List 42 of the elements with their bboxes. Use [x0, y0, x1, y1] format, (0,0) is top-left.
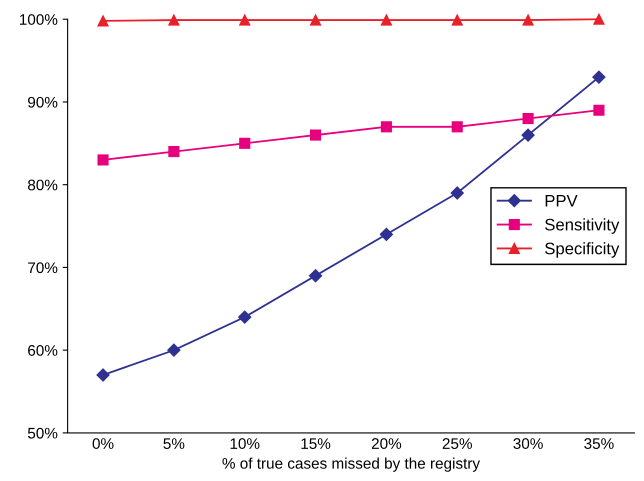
point: [380, 228, 393, 241]
point: [380, 14, 392, 26]
point: [592, 70, 606, 84]
y-tick-label: 50%: [28, 428, 58, 439]
point: [593, 14, 604, 25]
x-tick-label: 35%: [584, 438, 614, 449]
point: [452, 14, 463, 26]
x-tick-label: 20%: [372, 438, 402, 449]
point: [167, 344, 180, 357]
x-axis-title: % of true cases missed by the registry: [222, 458, 480, 472]
y-tick-label: 70%: [28, 262, 58, 274]
point: [168, 146, 180, 158]
point: [97, 15, 109, 26]
point: [96, 368, 110, 382]
y-tick-label: 90%: [28, 96, 58, 108]
x-tick-label: 0%: [92, 438, 114, 449]
point: [522, 14, 534, 26]
x-tick-label: 15%: [301, 438, 330, 449]
legend-label: Specificity: [545, 242, 620, 258]
x-tick-label: 25%: [442, 438, 472, 449]
y-tick-label: 80%: [28, 180, 58, 190]
point: [308, 269, 322, 282]
y-tick-label: 60%: [28, 345, 58, 356]
point: [168, 14, 180, 26]
point: [521, 128, 535, 142]
x-tick-label: 10%: [230, 438, 260, 449]
point: [593, 104, 604, 116]
legend-label: Sensitivity: [545, 218, 620, 234]
x-tick-label: 30%: [513, 438, 543, 449]
point: [452, 121, 463, 132]
y-tick-label: 100%: [20, 14, 58, 25]
point: [310, 130, 322, 141]
point: [522, 112, 534, 124]
legend-label: PPV: [546, 195, 578, 207]
point: [239, 14, 250, 26]
point: [238, 310, 252, 324]
point: [310, 14, 322, 26]
x-tick-label: 5%: [163, 438, 184, 449]
point: [380, 121, 392, 132]
point: [239, 138, 250, 149]
point: [97, 154, 109, 166]
point: [450, 186, 464, 200]
